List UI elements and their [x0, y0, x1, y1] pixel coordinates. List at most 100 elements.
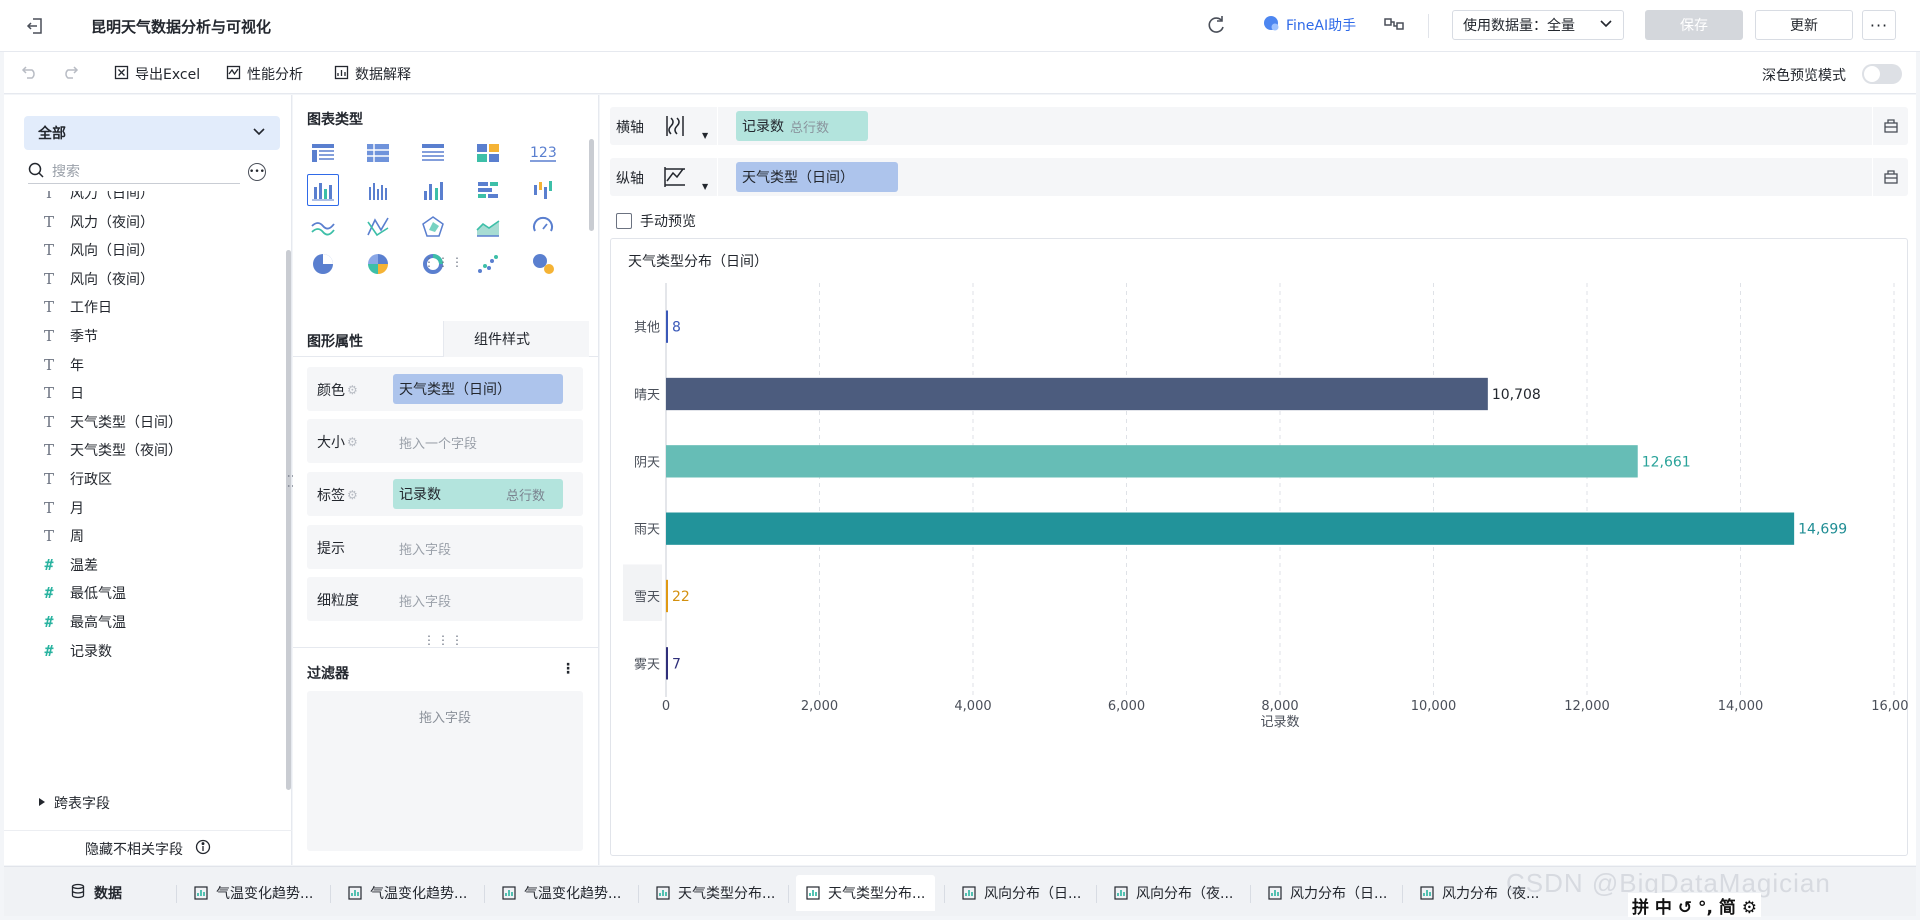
tab-component-style[interactable]: 组件样式: [443, 321, 589, 357]
mixed-chart-icon[interactable]: [472, 137, 504, 169]
pie-chart-icon[interactable]: [307, 248, 339, 280]
sheet-tab[interactable]: 风向分布（夜...: [1104, 875, 1243, 911]
detail-table-icon[interactable]: [417, 137, 449, 169]
bar-chart-icon[interactable]: [307, 174, 339, 206]
donut-chart-icon[interactable]: [417, 248, 449, 280]
field-list-scrollbar[interactable]: [286, 250, 291, 790]
more-options-icon[interactable]: •••: [248, 163, 266, 181]
undo-icon[interactable]: [21, 64, 41, 82]
sheet-tab[interactable]: 气温变化趋势...: [184, 875, 323, 911]
data-explain-button[interactable]: 数据解释: [334, 64, 411, 84]
data-label: 12,661: [1642, 454, 1691, 470]
caret-down-icon[interactable]: ▼: [702, 182, 709, 191]
toolbox-icon[interactable]: [1872, 107, 1908, 145]
cross-table-fields[interactable]: 跨表字段: [38, 793, 110, 813]
column-chart-icon[interactable]: [417, 174, 449, 206]
field-item-label: 记录数: [70, 643, 112, 660]
performance-button[interactable]: 性能分析: [226, 64, 303, 84]
field-item[interactable]: # 温差: [42, 554, 98, 576]
exit-icon[interactable]: [22, 13, 48, 39]
sheet-tab[interactable]: 气温变化趋势...: [338, 875, 477, 911]
tooltip-drop-zone[interactable]: 拖入字段: [399, 543, 452, 558]
page-title: 昆明天气数据分析与可视化: [91, 18, 272, 36]
filter-more-icon[interactable]: ⋮: [561, 661, 575, 677]
data-tab[interactable]: 数据: [60, 875, 132, 911]
search-input[interactable]: [52, 163, 222, 180]
resize-handle[interactable]: ⋮⋮⋮: [423, 255, 465, 269]
refresh-icon[interactable]: [1204, 13, 1230, 39]
dark-mode-toggle[interactable]: [1862, 64, 1902, 84]
scatter-chart-icon[interactable]: [472, 248, 504, 280]
chart-type-scrollbar[interactable]: [589, 139, 594, 231]
field-item[interactable]: T 行政区: [42, 468, 112, 490]
update-button[interactable]: 更新: [1755, 10, 1853, 40]
tab-shape-properties[interactable]: 图形属性: [307, 334, 363, 350]
rose-chart-icon[interactable]: [362, 248, 394, 280]
field-item[interactable]: T 风力（日间）: [42, 191, 154, 204]
gauge-chart-icon[interactable]: [527, 211, 559, 243]
group-table-icon[interactable]: [362, 137, 394, 169]
field-item[interactable]: # 最高气温: [42, 611, 126, 633]
filter-drop-zone[interactable]: 拖入字段: [307, 691, 583, 851]
dataset-amount-select[interactable]: 使用数据量：全量: [1452, 10, 1624, 40]
manual-preview-checkbox[interactable]: [616, 213, 632, 229]
kpi-number-icon[interactable]: 123: [527, 137, 559, 169]
field-item[interactable]: T 季节: [42, 325, 98, 347]
radar-line-icon[interactable]: [362, 211, 394, 243]
radar-chart-icon[interactable]: [417, 211, 449, 243]
chart-type-title: 图表类型: [307, 112, 363, 128]
field-item[interactable]: T 天气类型（日间）: [42, 411, 182, 433]
flow-icon[interactable]: [1383, 13, 1407, 39]
more-button[interactable]: ···: [1862, 10, 1896, 40]
stacked-bar-icon[interactable]: [472, 174, 504, 206]
bubble-chart-icon[interactable]: [527, 248, 559, 280]
field-item[interactable]: # 记录数: [42, 640, 112, 662]
redo-icon[interactable]: [61, 64, 81, 82]
sheet-tab[interactable]: 风力分布（夜...: [1410, 875, 1549, 911]
field-item-label: 最高气温: [70, 615, 126, 631]
sheet-tab[interactable]: 气温变化趋势...: [492, 875, 631, 911]
sheet-tab[interactable]: 风向分布（日...: [952, 875, 1091, 911]
gear-icon[interactable]: ⚙: [347, 435, 358, 449]
line-chart-icon[interactable]: [307, 211, 339, 243]
x-axis-icon[interactable]: [662, 113, 690, 139]
x-axis-field-pill[interactable]: 记录数 总行数: [736, 111, 868, 141]
sheet-tab[interactable]: 天气类型分布...: [796, 875, 936, 911]
granularity-property: 细粒度 拖入字段: [307, 577, 583, 621]
gear-icon[interactable]: ⚙: [347, 383, 358, 397]
divider: [717, 107, 718, 145]
range-bar-icon[interactable]: [527, 174, 559, 206]
export-excel-button[interactable]: 导出Excel: [114, 64, 200, 84]
gear-icon[interactable]: ⚙: [347, 488, 358, 502]
color-field-pill[interactable]: 天气类型（日间）: [393, 374, 563, 404]
field-item[interactable]: # 最低气温: [42, 582, 126, 604]
caret-down-icon[interactable]: ▼: [702, 131, 709, 140]
field-item[interactable]: T 风向（日间）: [42, 239, 154, 261]
grouped-bar-icon[interactable]: [362, 174, 394, 206]
field-item[interactable]: T 风力（夜间）: [42, 211, 154, 233]
field-item[interactable]: T 天气类型（夜间）: [42, 439, 182, 461]
field-scope-select[interactable]: 全部: [24, 116, 280, 150]
hide-unrelated-fields[interactable]: 隐藏不相关字段: [4, 830, 292, 866]
y-axis-icon[interactable]: [662, 164, 690, 190]
resize-handle[interactable]: ⋮⋮⋮: [423, 633, 465, 647]
save-button[interactable]: 保存: [1645, 10, 1743, 40]
label-field-pill[interactable]: 记录数 总行数: [393, 479, 563, 509]
field-item[interactable]: T 工作日: [42, 296, 112, 318]
field-item[interactable]: T 风向（夜间）: [42, 268, 154, 290]
fineai-button[interactable]: FineAI助手: [1262, 14, 1356, 36]
cross-table-icon[interactable]: [307, 137, 339, 169]
manual-preview[interactable]: 手动预览: [616, 211, 696, 231]
sheet-tab[interactable]: 风力分布（日...: [1258, 875, 1397, 911]
area-chart-icon[interactable]: [472, 211, 504, 243]
toolbox-icon[interactable]: [1872, 158, 1908, 196]
granularity-drop-zone[interactable]: 拖入字段: [399, 595, 452, 610]
size-drop-zone[interactable]: 拖入一个字段: [399, 437, 478, 452]
sheet-tab[interactable]: 天气类型分布...: [646, 875, 785, 911]
y-axis-field-pill[interactable]: 天气类型（日间）: [736, 162, 898, 192]
ime-toolbar[interactable]: 拼 中 ↺ °, 简 ⚙: [1628, 893, 1762, 918]
